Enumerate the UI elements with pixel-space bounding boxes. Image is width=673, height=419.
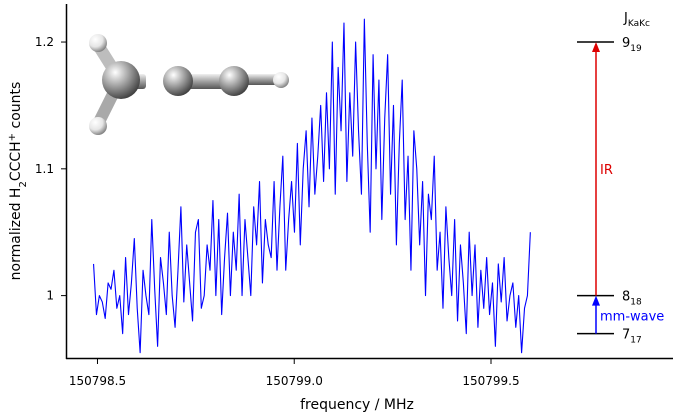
transition-arrow-head bbox=[592, 42, 600, 53]
molecule-illustration bbox=[89, 34, 289, 135]
level-label: 818 bbox=[622, 290, 642, 308]
x-ticks: 150798.5 150799.0 150799.5 bbox=[69, 359, 520, 388]
series-line bbox=[93, 18, 531, 354]
y-tick-label: 1.1 bbox=[35, 162, 54, 176]
level-label: 919 bbox=[622, 36, 642, 54]
energy-level-diagram: JKaKc 919 818 717 IR mm-wave bbox=[577, 11, 664, 346]
y-tick-label: 1.2 bbox=[35, 35, 54, 49]
transition-arrow-head bbox=[592, 295, 600, 306]
y-ticks: 1 1.1 1.2 bbox=[35, 35, 66, 303]
level-header: JKaKc bbox=[623, 11, 650, 29]
x-tick-label: 150799.0 bbox=[266, 374, 323, 388]
x-axis-label: frequency / MHz bbox=[300, 397, 414, 413]
transition-label: mm-wave bbox=[600, 310, 664, 325]
y-axis-label: normalized H2CCCH+ counts bbox=[7, 82, 29, 281]
transition-label: IR bbox=[600, 163, 613, 178]
y-tick-label: 1 bbox=[46, 289, 54, 303]
level-label: 717 bbox=[622, 328, 642, 346]
x-tick-label: 150798.5 bbox=[69, 374, 126, 388]
x-tick-label: 150799.5 bbox=[462, 374, 519, 388]
